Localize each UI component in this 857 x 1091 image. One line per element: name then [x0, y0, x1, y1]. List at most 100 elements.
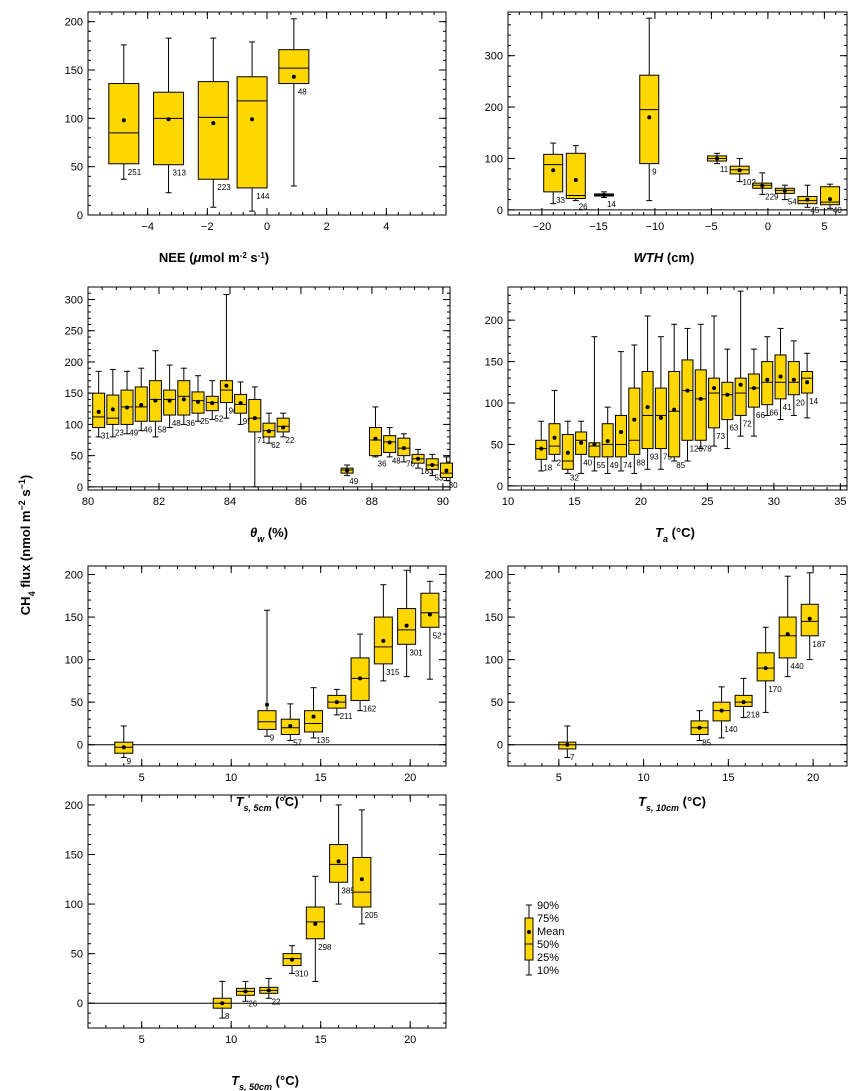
- y-tick-label: 0: [497, 740, 503, 752]
- box-iqr: [236, 76, 268, 189]
- box-iqr: [219, 380, 233, 404]
- sample-count-label: 48: [172, 419, 181, 428]
- mean-marker: [805, 197, 810, 202]
- mean-marker: [632, 417, 637, 422]
- y-tick-label: 50: [71, 697, 83, 709]
- sample-count-label: 120: [690, 444, 704, 453]
- sample-count-label: 23: [115, 428, 124, 437]
- sample-count-label: 52: [433, 631, 442, 640]
- sample-count-label: 135: [316, 736, 330, 745]
- box-plot: 78: [694, 323, 712, 453]
- x-axis-title: Ta (°C): [655, 525, 695, 544]
- y-tick-label: 150: [65, 388, 83, 400]
- mean-marker: [778, 374, 783, 379]
- mean-marker: [373, 436, 378, 441]
- legend-label-10: 10%: [537, 965, 559, 977]
- sample-count-label: 9: [127, 757, 132, 766]
- x-tick-label: 10: [502, 496, 514, 508]
- sample-count-label: 9: [652, 168, 657, 177]
- y-tick-label: 200: [65, 357, 83, 369]
- box-iqr: [734, 377, 747, 416]
- x-tick-label: 25: [701, 496, 713, 508]
- sample-count-label: 49: [129, 428, 138, 437]
- box-plot: 85: [668, 323, 686, 470]
- sample-count-label: 14: [809, 397, 818, 406]
- box-plot: 70: [397, 433, 416, 469]
- y-tick-label: 50: [71, 162, 83, 174]
- box-plot: 36: [177, 367, 195, 428]
- x-tick-label: −4: [141, 221, 154, 233]
- box-plot: 71: [248, 386, 266, 488]
- box-plot: 310: [282, 945, 309, 979]
- box-plot: 22: [276, 412, 295, 445]
- box-plot: 140: [712, 686, 738, 739]
- legend: 90% 75% Mean 50% 25% 10%: [524, 900, 565, 977]
- mean-marker: [313, 921, 318, 926]
- sample-count-label: 52: [214, 415, 223, 424]
- box-iqr: [197, 81, 229, 180]
- box-plot: 45: [797, 184, 820, 215]
- plot-frame: [507, 286, 848, 491]
- x-tick-label: 10: [637, 772, 649, 784]
- sample-count-label: 251: [128, 168, 142, 177]
- box-plot: 8: [212, 980, 232, 1021]
- y-tick-label: 150: [65, 65, 83, 77]
- box-plot: 52: [205, 380, 224, 424]
- box-plot: 88: [628, 344, 646, 474]
- sample-count-label: 85: [676, 461, 685, 470]
- mean-marker: [741, 700, 746, 705]
- sample-count-label: 63: [729, 424, 738, 433]
- sample-count-label: 36: [186, 419, 195, 428]
- x-axis-title-part: μ: [193, 250, 202, 265]
- mean-marker: [265, 702, 269, 707]
- sample-count-label: 71: [257, 436, 266, 445]
- mean-marker: [565, 450, 570, 455]
- box-plot: 66: [747, 348, 765, 437]
- ylabel-mid2: s: [18, 489, 33, 500]
- mean-marker: [579, 440, 584, 445]
- mean-marker: [782, 188, 787, 193]
- sample-count-label: 32: [570, 473, 579, 482]
- x-tick-label: 15: [315, 772, 327, 784]
- y-tick-label: 200: [65, 800, 83, 812]
- box-plot: 25: [191, 375, 210, 426]
- x-tick-label: 5: [556, 772, 562, 784]
- mean-marker: [381, 638, 386, 643]
- x-tick-label: 0: [264, 221, 270, 233]
- box-plot: 27: [548, 390, 566, 467]
- box-plot: 385: [329, 804, 355, 905]
- sample-count-label: 7: [570, 753, 575, 762]
- sample-count-label: 14: [607, 200, 616, 209]
- box-iqr: [747, 373, 760, 408]
- x-axis-title-part: s, 10cm: [646, 803, 679, 813]
- box-plot: 301: [397, 569, 423, 678]
- box-iqr: [276, 417, 290, 433]
- box-plot: 26: [565, 145, 588, 212]
- mean-marker: [288, 724, 293, 728]
- box-plot: 96: [219, 293, 238, 419]
- x-tick-label: 82: [153, 496, 165, 508]
- mean-marker: [181, 397, 186, 402]
- mean-marker: [416, 456, 421, 461]
- box-plot: 73: [708, 315, 726, 447]
- mean-marker: [345, 468, 350, 473]
- box-iqr: [248, 398, 262, 433]
- mean-marker: [647, 115, 652, 120]
- box-plot: 33: [543, 142, 566, 205]
- legend-label-75: 75%: [537, 913, 559, 925]
- mean-marker: [725, 392, 730, 397]
- sample-count-label: 48: [298, 88, 307, 97]
- panel-2: 0 100 200 300 −20 −15 −10 −5 0 5 33 26 14 9 11 102 229 54…: [485, 11, 848, 265]
- mean-marker: [807, 616, 812, 621]
- mean-marker: [785, 632, 790, 637]
- box-plot: 218: [734, 677, 760, 719]
- box-plot: 85: [690, 710, 712, 748]
- sample-count-label: 22: [285, 436, 294, 445]
- box-iqr: [615, 414, 627, 458]
- x-tick-label: 35: [834, 496, 846, 508]
- mean-marker: [645, 405, 650, 410]
- x-axis-title-part: θ: [250, 525, 257, 540]
- box-plot: 48: [163, 364, 181, 428]
